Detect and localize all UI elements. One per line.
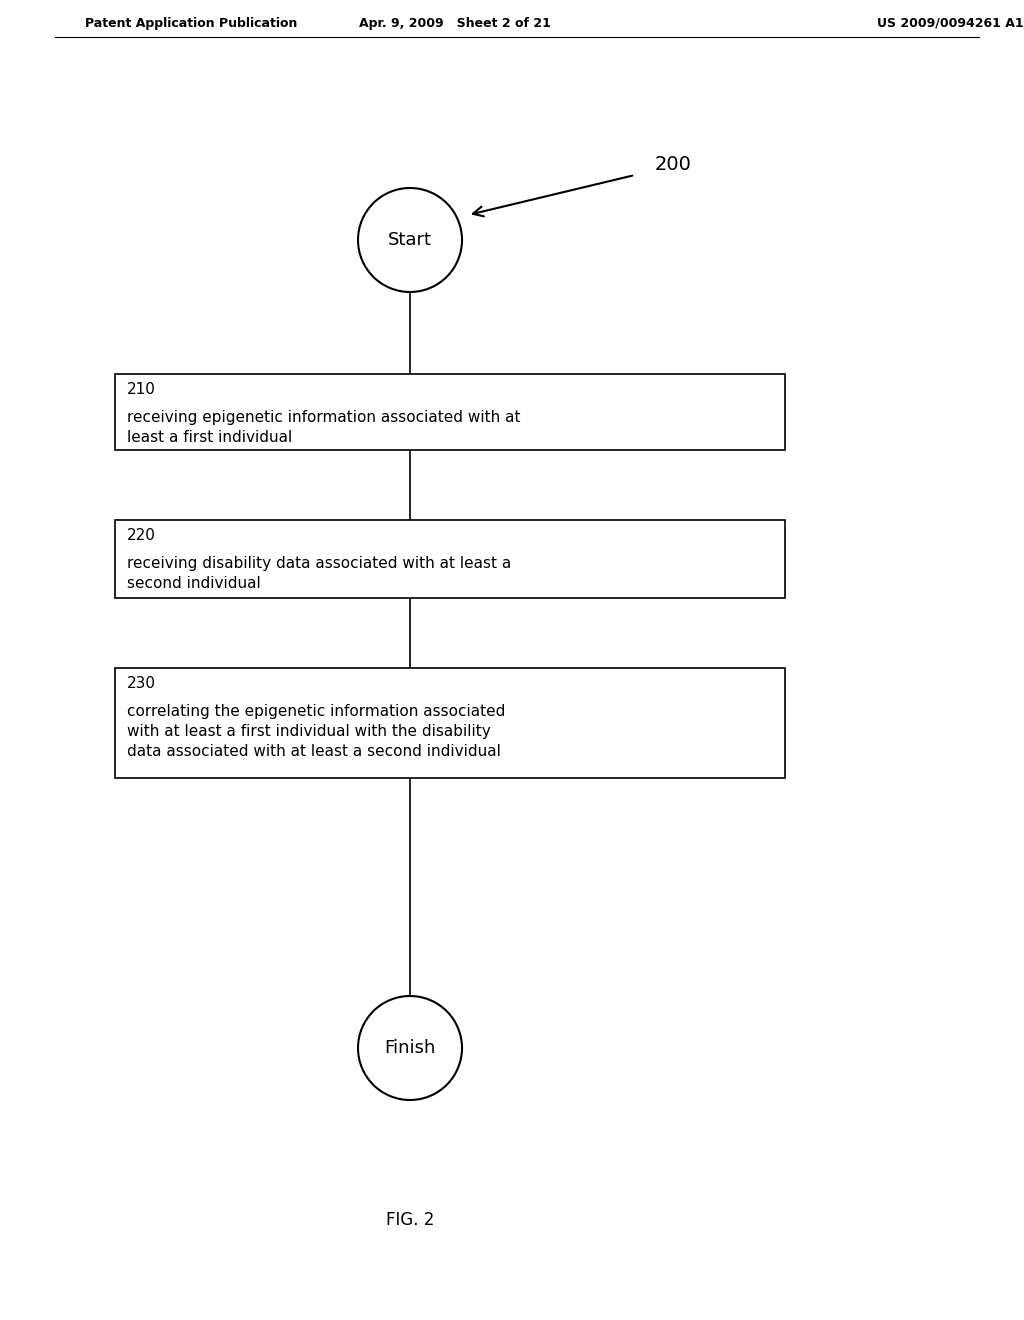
Text: Finish: Finish	[384, 1039, 435, 1057]
Text: 210: 210	[127, 381, 156, 397]
Text: receiving disability data associated with at least a
second individual: receiving disability data associated wit…	[127, 556, 511, 591]
Text: FIG. 2: FIG. 2	[386, 1210, 434, 1229]
Bar	[115, 374, 785, 450]
Text: US 2009/0094261 A1: US 2009/0094261 A1	[877, 16, 1023, 29]
Text: Patent Application Publication: Patent Application Publication	[85, 16, 297, 29]
Text: receiving epigenetic information associated with at
least a first individual: receiving epigenetic information associa…	[127, 411, 520, 445]
Text: correlating the epigenetic information associated
with at least a first individu: correlating the epigenetic information a…	[127, 704, 506, 759]
Text: Apr. 9, 2009   Sheet 2 of 21: Apr. 9, 2009 Sheet 2 of 21	[359, 16, 551, 29]
Text: 230: 230	[127, 676, 156, 690]
Text: 200: 200	[655, 156, 692, 174]
Text: Start: Start	[388, 231, 432, 249]
Bar	[115, 668, 785, 777]
Bar	[115, 520, 785, 598]
Text: 220: 220	[127, 528, 156, 543]
